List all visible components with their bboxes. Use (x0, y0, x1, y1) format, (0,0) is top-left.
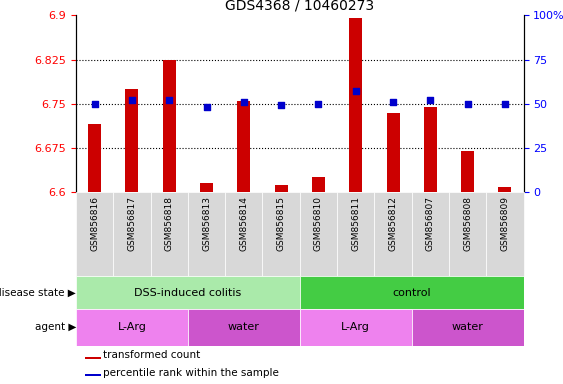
Bar (300, 309, 412, 346)
Bar (76, 309, 188, 346)
Point (202, 104, 211, 110)
Text: water: water (228, 322, 260, 333)
Text: L-Arg: L-Arg (341, 322, 370, 333)
Text: GSM856813: GSM856813 (202, 196, 211, 251)
Bar (126, 89, 138, 192)
Bar (498, 187, 511, 192)
Point (388, 99, 397, 105)
Text: water: water (452, 322, 484, 333)
Bar (349, 18, 362, 192)
Point (501, 101, 510, 107)
Bar (374, 192, 412, 276)
Bar (312, 177, 325, 192)
Text: GSM856812: GSM856812 (388, 196, 397, 251)
Point (426, 97, 435, 103)
Point (127, 97, 136, 103)
Text: GSM856808: GSM856808 (463, 196, 472, 251)
Text: GSM856810: GSM856810 (314, 196, 323, 251)
Point (276, 103, 285, 109)
Bar (151, 192, 188, 276)
Text: control: control (392, 288, 431, 298)
Bar (461, 151, 474, 192)
Bar (76, 192, 113, 276)
Text: GSM856815: GSM856815 (276, 196, 285, 251)
Bar (300, 276, 524, 309)
Bar (412, 192, 449, 276)
Text: percentile rank within the sample: percentile rank within the sample (103, 367, 279, 377)
Point (90, 101, 99, 107)
Bar (337, 192, 374, 276)
Text: GSM856816: GSM856816 (90, 196, 99, 251)
Bar (238, 101, 251, 192)
Text: GSM856809: GSM856809 (501, 196, 510, 251)
Bar (85, 357, 101, 359)
Bar (85, 374, 101, 376)
Bar (225, 192, 262, 276)
Bar (275, 185, 288, 192)
Text: DSS-induced colitis: DSS-induced colitis (135, 288, 242, 298)
Bar (486, 192, 524, 276)
Point (351, 88, 360, 94)
Text: GSM856818: GSM856818 (165, 196, 174, 251)
Bar (163, 60, 176, 192)
Text: GSM856807: GSM856807 (426, 196, 435, 251)
Bar (88, 124, 101, 192)
Point (314, 101, 323, 107)
Point (165, 97, 174, 103)
Bar (200, 183, 213, 192)
Title: GDS4368 / 10460273: GDS4368 / 10460273 (225, 0, 374, 13)
Text: GSM856817: GSM856817 (127, 196, 136, 251)
Bar (424, 107, 437, 192)
Bar (387, 113, 400, 192)
Text: L-Arg: L-Arg (118, 322, 146, 333)
Text: GSM856811: GSM856811 (351, 196, 360, 251)
Point (463, 101, 472, 107)
Text: transformed count: transformed count (103, 350, 200, 360)
Text: GSM856814: GSM856814 (239, 196, 248, 251)
Bar (188, 192, 225, 276)
Bar (300, 192, 337, 276)
Bar (76, 276, 300, 309)
Bar (262, 192, 300, 276)
Text: agent ▶: agent ▶ (35, 322, 76, 333)
Bar (188, 309, 300, 346)
Text: disease state ▶: disease state ▶ (0, 288, 76, 298)
Point (239, 99, 248, 105)
Bar (412, 309, 524, 346)
Bar (113, 192, 151, 276)
Bar (449, 192, 486, 276)
